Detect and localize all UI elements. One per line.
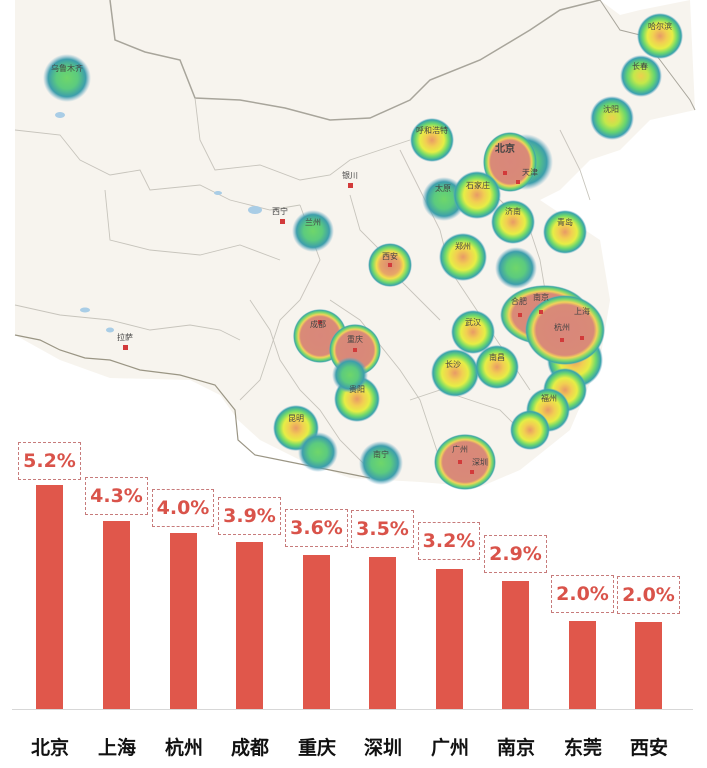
city-label: 杭州: [554, 323, 570, 332]
city-label: 武汉: [465, 318, 481, 327]
city-label: 南宁: [373, 450, 389, 459]
value-label: 5.2%: [18, 442, 81, 480]
heatmap-map: 乌鲁木齐 哈尔滨 长春 沈阳 呼和浩特 北京 天津 银川 西宁 兰州 太原 石家…: [14, 0, 696, 490]
value-label: 2.9%: [484, 535, 547, 573]
category-label: 西安: [629, 737, 668, 759]
category-label: 杭州: [164, 737, 203, 759]
bar-hangzhou: [170, 533, 197, 709]
category-label: 东莞: [563, 737, 602, 759]
category-label: 重庆: [297, 737, 336, 759]
bar-chongqing: [303, 555, 330, 709]
city-label: 太原: [435, 184, 451, 193]
city-label: 郑州: [455, 242, 471, 251]
bar-guangzhou: [436, 569, 463, 709]
bar-dongguan: [569, 621, 596, 709]
bar-beijing: [36, 485, 63, 709]
city-label: 福州: [541, 394, 557, 403]
city-label: 南昌: [489, 353, 505, 362]
city-label: 重庆: [347, 335, 363, 344]
value-label: 3.5%: [351, 510, 414, 548]
category-label: 广州: [430, 737, 469, 759]
city-label: 天津: [522, 168, 538, 177]
category-label: 南京: [496, 737, 535, 759]
city-label: 哈尔滨: [648, 22, 672, 31]
city-label: 西宁: [272, 207, 288, 216]
land-area: [15, 0, 695, 487]
city-label: 昆明: [288, 414, 304, 423]
category-label: 深圳: [363, 737, 402, 759]
x-axis-line: [12, 709, 693, 710]
value-label: 2.0%: [617, 576, 680, 614]
city-label: 长春: [632, 62, 648, 71]
city-label: 兰州: [305, 218, 321, 227]
category-label: 上海: [97, 737, 136, 759]
bar-shenzhen: [369, 557, 396, 709]
city-label: 合肥: [511, 297, 527, 306]
city-label: 深圳: [472, 458, 488, 467]
city-label: 乌鲁木齐: [51, 64, 83, 73]
city-label: 上海: [574, 307, 590, 316]
bar-chengdu: [236, 542, 263, 709]
city-markers: [123, 171, 584, 474]
city-label: 石家庄: [466, 181, 490, 190]
value-label: 4.3%: [85, 477, 148, 515]
bar-xian: [635, 622, 662, 709]
map-canvas: [14, 0, 696, 490]
city-label: 青岛: [557, 218, 573, 227]
city-label: 银川: [342, 171, 358, 180]
city-label: 成都: [310, 320, 326, 329]
city-label: 贵阳: [349, 385, 365, 394]
city-label: 广州: [452, 445, 468, 454]
city-label: 长沙: [445, 360, 461, 369]
city-label: 呼和浩特: [416, 126, 448, 135]
city-label: 拉萨: [117, 333, 133, 342]
value-label: 3.2%: [418, 522, 480, 560]
category-label: 成都: [230, 737, 269, 759]
city-label: 南京: [533, 293, 549, 302]
value-label: 3.6%: [285, 509, 348, 547]
bar-shanghai: [103, 521, 130, 709]
city-label: 北京: [495, 144, 515, 155]
value-label: 2.0%: [551, 575, 614, 613]
value-label: 4.0%: [152, 489, 214, 527]
value-label: 3.9%: [218, 497, 281, 535]
city-label: 济南: [505, 207, 521, 216]
city-label: 西安: [382, 252, 398, 261]
heat-layer: [43, 13, 683, 490]
bar-nanjing: [502, 581, 529, 709]
city-label: 沈阳: [603, 105, 619, 114]
category-label: 北京: [30, 737, 69, 759]
